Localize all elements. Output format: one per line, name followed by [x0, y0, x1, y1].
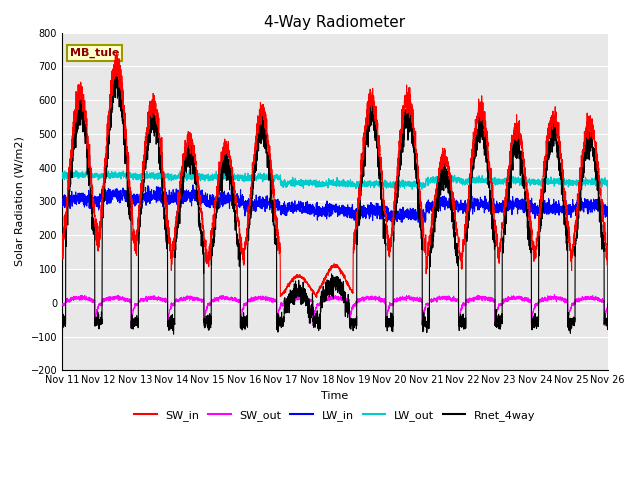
- Text: MB_tule: MB_tule: [70, 48, 120, 58]
- Title: 4-Way Radiometer: 4-Way Radiometer: [264, 15, 406, 30]
- Legend: SW_in, SW_out, LW_in, LW_out, Rnet_4way: SW_in, SW_out, LW_in, LW_out, Rnet_4way: [130, 406, 540, 426]
- Y-axis label: Solar Radiation (W/m2): Solar Radiation (W/m2): [15, 136, 25, 266]
- X-axis label: Time: Time: [321, 391, 349, 401]
